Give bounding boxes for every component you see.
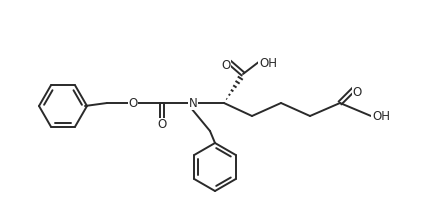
- Text: O: O: [353, 86, 362, 98]
- Text: O: O: [157, 119, 166, 131]
- Text: OH: OH: [372, 110, 390, 122]
- Text: N: N: [189, 97, 198, 110]
- Text: OH: OH: [259, 56, 277, 70]
- Text: O: O: [221, 58, 231, 71]
- Text: O: O: [128, 97, 138, 110]
